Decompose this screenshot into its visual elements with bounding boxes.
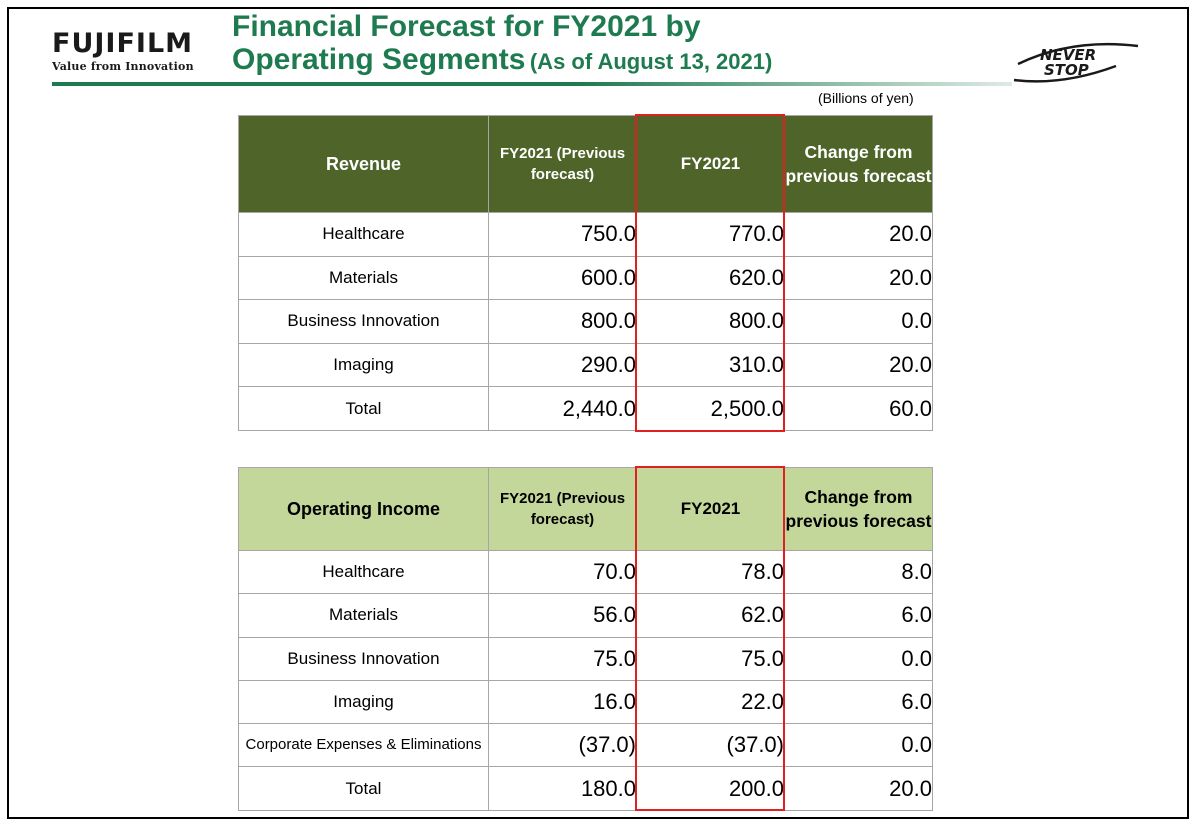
operating-income-header-previous: FY2021 (Previous forecast)	[488, 467, 637, 551]
fy2021-value: 800.0	[636, 299, 785, 344]
title-date: (As of August 13, 2021)	[529, 49, 773, 74]
previous-forecast-value: 70.0	[488, 549, 637, 595]
operating-income-table: Operating Income FY2021 (Previous foreca…	[238, 467, 933, 811]
segment-name: Healthcare	[238, 549, 489, 595]
fy2021-value: 78.0	[636, 549, 785, 595]
operating-income-header-segment: Operating Income	[238, 467, 489, 551]
fy2021-value: 620.0	[636, 255, 785, 301]
operating-income-header-fy2021: FY2021	[636, 467, 785, 551]
units-label: (Billions of yen)	[818, 90, 914, 106]
previous-forecast-value: (37.0)	[488, 723, 637, 768]
fujifilm-logo: FUJIFILM Value from Innovation	[52, 28, 194, 74]
change-value: 20.0	[784, 342, 933, 388]
table-row: Business Innovation 800.0 800.0 0.0	[238, 299, 933, 344]
previous-forecast-value: 2,440.0	[488, 386, 637, 431]
segment-name: Total	[238, 766, 489, 811]
table-row: Materials 56.0 62.0 6.0	[238, 593, 933, 638]
change-value: 20.0	[784, 212, 933, 257]
table-row: Materials 600.0 620.0 20.0	[238, 255, 933, 301]
previous-forecast-value: 75.0	[488, 636, 637, 681]
previous-forecast-value: 800.0	[488, 299, 637, 344]
segment-name: Imaging	[238, 342, 489, 388]
segment-name: Total	[238, 386, 489, 431]
table-row: Business Innovation 75.0 75.0 0.0	[238, 636, 933, 681]
brand-mark-line1: NEVER	[1040, 46, 1096, 64]
previous-forecast-value: 56.0	[488, 593, 637, 638]
fy2021-value: 22.0	[636, 679, 785, 725]
operating-income-header-row: Operating Income FY2021 (Previous foreca…	[238, 467, 933, 551]
previous-forecast-value: 290.0	[488, 342, 637, 388]
change-value: 60.0	[784, 386, 933, 431]
fy2021-value: (37.0)	[636, 723, 785, 768]
revenue-table: Revenue FY2021 (Previous forecast) FY202…	[238, 115, 933, 431]
revenue-header-row: Revenue FY2021 (Previous forecast) FY202…	[238, 115, 933, 213]
fy2021-value: 200.0	[636, 766, 785, 811]
segment-name: Healthcare	[238, 212, 489, 257]
total-row: Total 2,440.0 2,500.0 60.0	[238, 386, 933, 431]
table-row: Imaging 290.0 310.0 20.0	[238, 342, 933, 388]
previous-forecast-value: 750.0	[488, 212, 637, 257]
change-value: 20.0	[784, 766, 933, 811]
change-value: 6.0	[784, 593, 933, 638]
fy2021-value: 2,500.0	[636, 386, 785, 431]
fy2021-value: 75.0	[636, 636, 785, 681]
logo-wordmark: FUJIFILM	[52, 28, 194, 59]
revenue-header-segment: Revenue	[238, 115, 489, 213]
change-value: 8.0	[784, 549, 933, 595]
table-row: Healthcare 750.0 770.0 20.0	[238, 212, 933, 257]
revenue-header-fy2021: FY2021	[636, 115, 785, 213]
change-value: 0.0	[784, 299, 933, 344]
title-line-2: Operating Segments	[232, 43, 526, 76]
table-row: Healthcare 70.0 78.0 8.0	[238, 549, 933, 595]
slide-frame	[7, 7, 1189, 819]
logo-tagline: Value from Innovation	[52, 60, 194, 73]
change-value: 0.0	[784, 723, 933, 768]
segment-name: Corporate Expenses & Eliminations	[238, 723, 489, 768]
change-value: 0.0	[784, 636, 933, 681]
operating-income-header-change: Change from previous forecast	[784, 467, 933, 551]
segment-name: Business Innovation	[238, 299, 489, 344]
segment-name: Materials	[238, 593, 489, 638]
title-line-1: Financial Forecast for FY2021 by	[232, 10, 701, 43]
fy2021-value: 62.0	[636, 593, 785, 638]
title-underline	[52, 82, 1012, 86]
segment-name: Imaging	[238, 679, 489, 725]
total-row: Total 180.0 200.0 20.0	[238, 766, 933, 811]
brand-mark-line2: STOP	[1044, 61, 1089, 79]
change-value: 6.0	[784, 679, 933, 725]
previous-forecast-value: 16.0	[488, 679, 637, 725]
table-row: Corporate Expenses & Eliminations (37.0)…	[238, 723, 933, 768]
revenue-header-previous: FY2021 (Previous forecast)	[488, 115, 637, 213]
previous-forecast-value: 600.0	[488, 255, 637, 301]
table-row: Imaging 16.0 22.0 6.0	[238, 679, 933, 725]
segment-name: Business Innovation	[238, 636, 489, 681]
segment-name: Materials	[238, 255, 489, 301]
never-stop-logo: NEVER STOP	[1013, 42, 1139, 83]
change-value: 20.0	[784, 255, 933, 301]
previous-forecast-value: 180.0	[488, 766, 637, 811]
fy2021-value: 770.0	[636, 212, 785, 257]
revenue-header-change: Change from previous forecast	[784, 115, 933, 213]
fy2021-value: 310.0	[636, 342, 785, 388]
page-title: Financial Forecast for FY2021 by Operati…	[232, 10, 772, 81]
